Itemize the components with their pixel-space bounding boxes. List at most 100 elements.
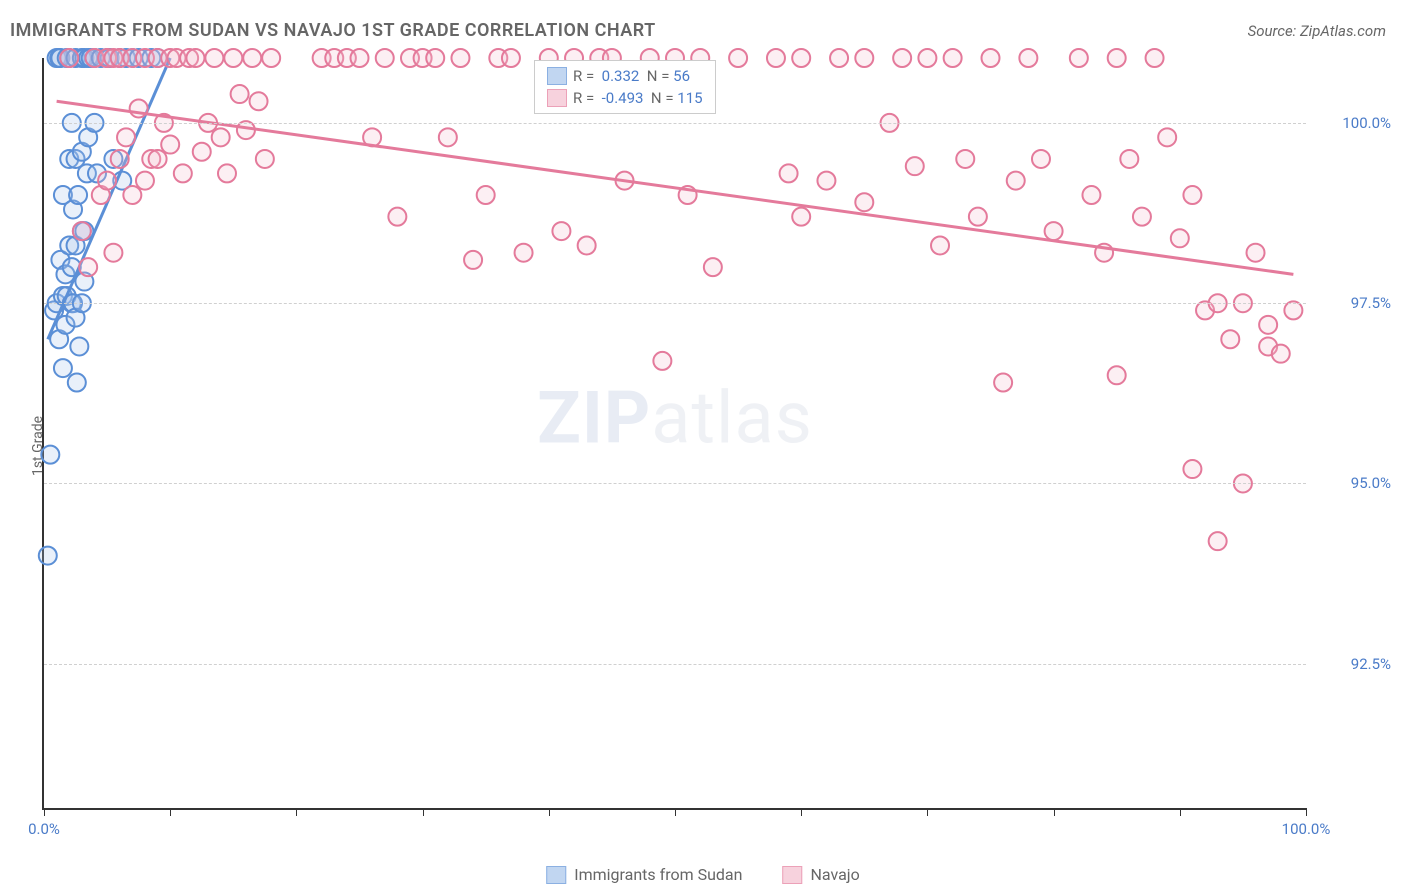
scatter-point <box>193 143 211 161</box>
scatter-point <box>231 85 249 103</box>
y-tick-label: 100.0% <box>1321 114 1391 132</box>
source-attribution: Source: ZipAtlas.com <box>1248 22 1386 40</box>
scatter-point <box>1272 345 1290 363</box>
scatter-point <box>956 150 974 168</box>
gridline <box>44 303 1306 304</box>
series-legend-label: Navajo <box>810 865 859 884</box>
gridline <box>44 664 1306 665</box>
scatter-point <box>1183 460 1201 478</box>
scatter-point <box>439 128 457 146</box>
scatter-point <box>1259 316 1277 334</box>
scatter-point <box>931 237 949 255</box>
scatter-point <box>982 49 1000 67</box>
scatter-point <box>161 136 179 154</box>
scatter-point <box>578 237 596 255</box>
scatter-point <box>969 208 987 226</box>
scatter-point <box>205 49 223 67</box>
scatter-point <box>1082 186 1100 204</box>
scatter-point <box>1019 49 1037 67</box>
legend-swatch <box>547 89 567 107</box>
scatter-point <box>780 164 798 182</box>
scatter-point <box>1032 150 1050 168</box>
gridline <box>44 123 1306 124</box>
scatter-point <box>104 244 122 262</box>
scatter-point <box>68 374 86 392</box>
scatter-point <box>830 49 848 67</box>
scatter-point <box>792 49 810 67</box>
scatter-point <box>149 150 167 168</box>
stats-legend-text: R = -0.493 N = 115 <box>573 89 703 107</box>
y-tick-label: 95.0% <box>1321 474 1391 492</box>
scatter-point <box>224 49 242 67</box>
scatter-point <box>60 49 78 67</box>
scatter-point <box>1158 128 1176 146</box>
x-tick-label: 0.0% <box>28 820 60 838</box>
scatter-point <box>1108 366 1126 384</box>
scatter-point <box>1070 49 1088 67</box>
x-tick <box>296 808 297 816</box>
stats-legend-row: R = 0.332 N = 56 <box>547 67 703 85</box>
scatter-point <box>376 49 394 67</box>
legend-swatch <box>782 866 802 884</box>
scatter-point <box>817 172 835 190</box>
scatter-point <box>212 128 230 146</box>
scatter-point <box>653 352 671 370</box>
scatter-svg <box>44 58 1306 808</box>
series-legend-item: Navajo <box>782 865 859 884</box>
series-legend-item: Immigrants from Sudan <box>546 865 742 884</box>
scatter-point <box>893 49 911 67</box>
scatter-point <box>792 208 810 226</box>
x-tick-label: 100.0% <box>1282 820 1331 838</box>
scatter-point <box>1247 244 1265 262</box>
scatter-point <box>1171 229 1189 247</box>
x-tick <box>170 808 171 816</box>
scatter-point <box>1221 330 1239 348</box>
scatter-point <box>944 49 962 67</box>
gridline <box>44 483 1306 484</box>
scatter-point <box>256 150 274 168</box>
legend-swatch <box>546 866 566 884</box>
scatter-point <box>117 128 135 146</box>
scatter-point <box>351 49 369 67</box>
scatter-point <box>502 49 520 67</box>
scatter-point <box>39 547 57 565</box>
scatter-point <box>704 258 722 276</box>
scatter-point <box>906 157 924 175</box>
x-tick <box>549 808 550 816</box>
scatter-point <box>552 222 570 240</box>
scatter-point <box>186 49 204 67</box>
scatter-point <box>451 49 469 67</box>
series-legend-label: Immigrants from Sudan <box>574 865 742 884</box>
chart-title: IMMIGRANTS FROM SUDAN VS NAVAJO 1ST GRAD… <box>10 20 656 41</box>
stats-legend-box: R = 0.332 N = 56 R = -0.493 N = 115 <box>534 60 716 114</box>
y-tick-label: 92.5% <box>1321 655 1391 673</box>
scatter-point <box>729 49 747 67</box>
scatter-point <box>1108 49 1126 67</box>
scatter-point <box>1209 532 1227 550</box>
stats-legend-text: R = 0.332 N = 56 <box>573 67 690 85</box>
scatter-point <box>388 208 406 226</box>
scatter-point <box>918 49 936 67</box>
y-tick-label: 97.5% <box>1321 294 1391 312</box>
regression-line <box>57 101 1294 274</box>
scatter-point <box>69 186 87 204</box>
scatter-point <box>54 359 72 377</box>
scatter-point <box>464 251 482 269</box>
x-tick <box>1180 808 1181 816</box>
series-legend: Immigrants from Sudan Navajo <box>546 865 860 884</box>
scatter-point <box>1146 49 1164 67</box>
x-tick <box>927 808 928 816</box>
scatter-point <box>243 49 261 67</box>
x-tick <box>423 808 424 816</box>
plot-area: ZIPatlas R = 0.332 N = 56R = -0.493 N = … <box>42 58 1306 810</box>
scatter-point <box>41 446 59 464</box>
scatter-point <box>1045 222 1063 240</box>
scatter-point <box>218 164 236 182</box>
scatter-point <box>98 172 116 190</box>
scatter-point <box>123 186 141 204</box>
scatter-point <box>73 222 91 240</box>
scatter-point <box>70 337 88 355</box>
scatter-point <box>262 49 280 67</box>
x-tick <box>1054 808 1055 816</box>
scatter-point <box>250 92 268 110</box>
